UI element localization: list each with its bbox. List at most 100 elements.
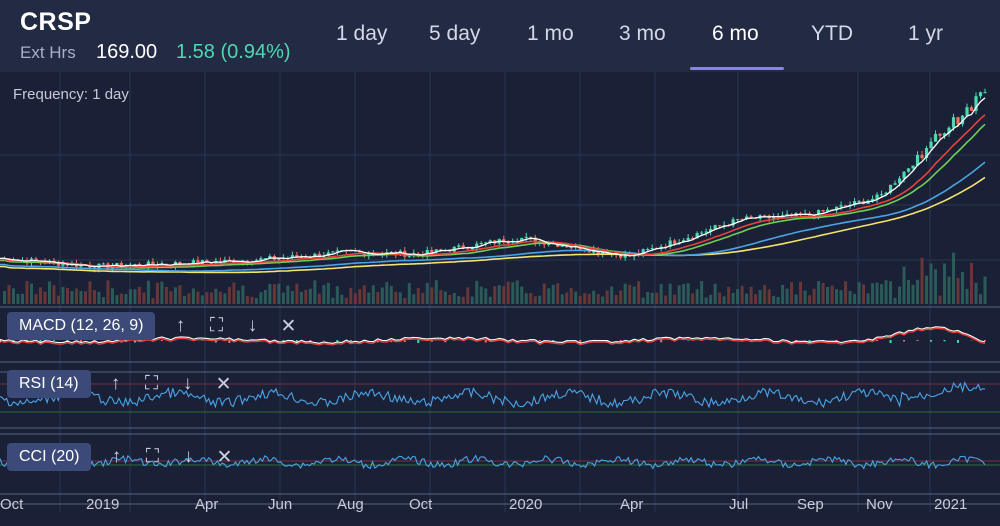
volume-bar bbox=[961, 271, 965, 304]
expand-icon[interactable]: ⛶ bbox=[209, 315, 224, 336]
volume-bar bbox=[524, 293, 528, 304]
candle-body bbox=[718, 225, 722, 227]
volume-bar bbox=[317, 293, 321, 304]
volume-bar bbox=[502, 286, 506, 304]
x-tick-label: Oct bbox=[409, 496, 433, 513]
volume-bar bbox=[641, 297, 645, 304]
candle-body bbox=[713, 225, 717, 229]
close-icon[interactable]: ✕ bbox=[215, 373, 232, 395]
ext-hrs-price: 169.00 bbox=[96, 41, 158, 63]
volume-bar bbox=[632, 286, 636, 304]
volume-bar bbox=[7, 284, 11, 304]
volume-bar bbox=[385, 281, 389, 304]
volume-bar bbox=[844, 281, 848, 304]
tab-5-day[interactable]: 5 day bbox=[429, 22, 481, 45]
close-icon[interactable]: ✕ bbox=[216, 446, 233, 468]
tab-6-mo[interactable]: 6 mo bbox=[712, 22, 759, 45]
candle-body bbox=[317, 253, 321, 258]
volume-bar bbox=[308, 288, 312, 304]
candle-body bbox=[178, 261, 182, 265]
volume-bar bbox=[277, 283, 281, 304]
volume-bar bbox=[155, 282, 159, 304]
volume-bar bbox=[920, 257, 924, 304]
expand-icon[interactable]: ⛶ bbox=[144, 373, 159, 394]
candle-body bbox=[650, 247, 654, 249]
volume-bar bbox=[974, 282, 978, 304]
volume-bar bbox=[650, 292, 654, 304]
volume-bar bbox=[722, 296, 726, 304]
candle-body bbox=[839, 205, 843, 207]
candle-body bbox=[938, 133, 942, 136]
volume-bar bbox=[808, 295, 812, 304]
arrow-up-icon[interactable]: ↑ bbox=[111, 446, 122, 467]
candle-body bbox=[673, 240, 677, 244]
candle-body bbox=[834, 206, 839, 211]
volume-bar bbox=[434, 280, 438, 304]
volume-bar bbox=[115, 295, 119, 304]
rsi-label[interactable]: RSI (14) bbox=[7, 370, 91, 398]
tab-1-day[interactable]: 1 day bbox=[336, 22, 388, 45]
cci-label[interactable]: CCI (20) bbox=[7, 443, 92, 471]
candle-body bbox=[700, 232, 704, 234]
volume-bar bbox=[367, 292, 371, 304]
volume-bar bbox=[664, 295, 668, 304]
candle-body bbox=[843, 205, 848, 207]
volume-bar bbox=[754, 294, 758, 304]
candle-body bbox=[857, 200, 861, 202]
volume-bar bbox=[335, 286, 339, 304]
candle-body bbox=[358, 251, 362, 253]
volume-bar bbox=[736, 289, 740, 304]
ticker-symbol: CRSP bbox=[20, 8, 92, 36]
candle-body bbox=[439, 249, 443, 251]
macd-histogram-bar bbox=[228, 340, 231, 343]
volume-bar bbox=[236, 290, 240, 304]
candle-body bbox=[933, 133, 938, 142]
volume-bar bbox=[506, 281, 510, 304]
candle-body bbox=[461, 245, 465, 249]
candle-body bbox=[942, 133, 947, 136]
candle-body bbox=[623, 253, 627, 258]
candle-body bbox=[506, 242, 510, 244]
arrow-down-icon[interactable]: ↓ bbox=[182, 373, 193, 394]
macd-histogram-bar bbox=[889, 340, 892, 343]
tab-3-mo[interactable]: 3 mo bbox=[619, 22, 666, 45]
tab-1-yr[interactable]: 1 yr bbox=[908, 22, 944, 45]
volume-bar bbox=[142, 292, 146, 304]
candle-body bbox=[601, 252, 605, 254]
stock-chart[interactable] bbox=[0, 72, 1000, 526]
macd-histogram-bar bbox=[430, 340, 433, 342]
volume-bar bbox=[515, 280, 519, 304]
candle-body bbox=[965, 107, 969, 116]
volume-bar bbox=[898, 286, 902, 304]
close-icon[interactable]: ✕ bbox=[280, 315, 297, 337]
macd-histogram-bar bbox=[160, 340, 163, 341]
volume-bar bbox=[83, 291, 87, 304]
arrow-up-icon[interactable]: ↑ bbox=[110, 373, 121, 394]
arrow-down-icon[interactable]: ↓ bbox=[183, 446, 194, 467]
tab-1-mo[interactable]: 1 mo bbox=[527, 22, 574, 45]
candle-body bbox=[691, 237, 695, 239]
volume-bar bbox=[889, 281, 893, 304]
x-tick-label: 2019 bbox=[86, 496, 120, 513]
volume-bar bbox=[295, 283, 299, 304]
macd-histogram-bar bbox=[390, 340, 393, 343]
tab-ytd[interactable]: YTD bbox=[811, 22, 853, 45]
candle-body bbox=[529, 236, 533, 238]
volume-bar bbox=[457, 296, 461, 304]
arrow-down-icon[interactable]: ↓ bbox=[247, 315, 258, 336]
volume-bar bbox=[340, 294, 344, 304]
macd-histogram-bar bbox=[538, 340, 541, 342]
macd-label[interactable]: MACD (12, 26, 9) bbox=[7, 312, 156, 340]
candle-body bbox=[560, 245, 564, 247]
arrow-up-icon[interactable]: ↑ bbox=[175, 315, 186, 336]
expand-icon[interactable]: ⛶ bbox=[145, 446, 160, 467]
candle-body bbox=[897, 178, 902, 184]
macd-histogram-bar bbox=[39, 340, 42, 343]
header-bar: CRSP Ext Hrs 169.00 1.58 (0.94%) 1 day 5… bbox=[0, 0, 1000, 72]
candle-body bbox=[520, 237, 524, 242]
volume-bar bbox=[691, 293, 695, 304]
ma-green-line bbox=[0, 123, 986, 269]
volume-bar bbox=[956, 278, 960, 304]
macd-histogram-bar bbox=[579, 340, 582, 343]
volume-bar bbox=[349, 287, 353, 304]
